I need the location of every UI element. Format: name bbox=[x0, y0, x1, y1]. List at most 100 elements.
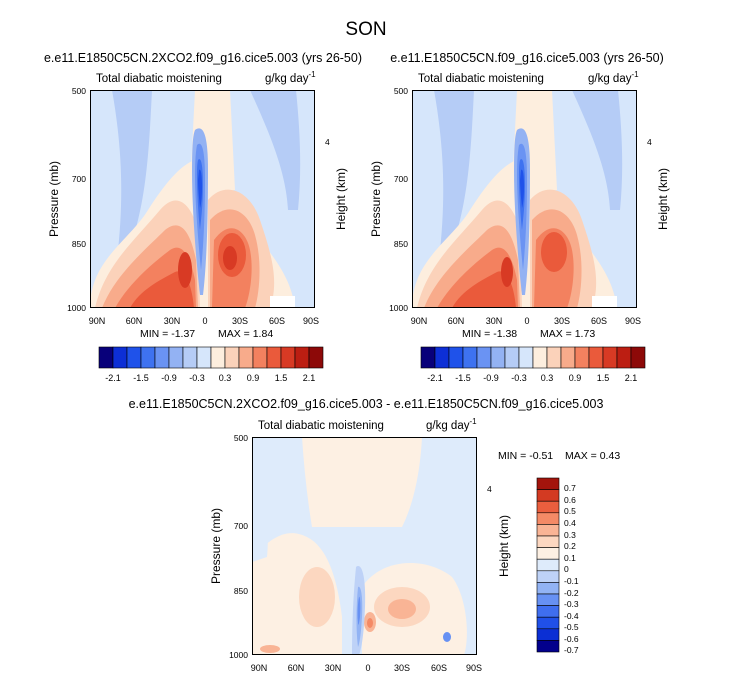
colorbar-swatch bbox=[536, 558, 560, 572]
panel-2xco2-plot bbox=[90, 90, 315, 308]
colorbar-label: -0.3 bbox=[564, 599, 579, 609]
x-tick-label: 30S bbox=[394, 663, 410, 673]
figure-title: SON bbox=[345, 19, 386, 40]
x-tick-label: 90N bbox=[411, 316, 428, 326]
colorbar-label: -0.6 bbox=[564, 634, 579, 644]
colorbar-swatch bbox=[504, 346, 520, 369]
panel-difference: e.e11.E1850C5CN.2XCO2.f09_g16.cice5.003 … bbox=[129, 397, 621, 673]
colorbar-swatch bbox=[280, 346, 296, 369]
x-tick-label: 60S bbox=[269, 316, 285, 326]
y-tick-label: 850 bbox=[394, 239, 408, 249]
panel-2xco2-field bbox=[90, 90, 315, 308]
y-tick-label: 850 bbox=[72, 239, 86, 249]
y-tick-label: 1000 bbox=[67, 303, 86, 313]
panel-control-plot bbox=[412, 90, 637, 308]
panel-difference-y-ticks: 500 700 850 1000 bbox=[229, 433, 248, 660]
field-left-orange bbox=[299, 567, 335, 627]
panel-control-subtitle: Total diabatic moistening bbox=[418, 73, 544, 85]
colorbar-swatch bbox=[112, 346, 128, 369]
colorbar-swatch bbox=[224, 346, 240, 369]
panel-2xco2-x-ticks: 90N 60N 30N 0 30S 60S 90S bbox=[89, 316, 319, 326]
panel-2xco2: e.e11.E1850C5CN.2XCO2.f09_g16.cice5.003 … bbox=[44, 51, 362, 383]
field-right-blue-lobe bbox=[572, 90, 623, 210]
panel-control-min: MIN = -1.38 bbox=[462, 328, 517, 340]
colorbar-swatch bbox=[536, 512, 560, 525]
colorbar-label: 0.6 bbox=[564, 495, 576, 505]
colorbar-label: 0.1 bbox=[564, 553, 576, 563]
panel-control-units: g/kg day-1 bbox=[588, 70, 639, 85]
x-tick-label: 60N bbox=[288, 663, 305, 673]
y-tick-label: 850 bbox=[234, 586, 248, 596]
panel-2xco2-subtitle: Total diabatic moistening bbox=[96, 73, 222, 85]
panel-2xco2-ylabel-right: Height (km) bbox=[334, 168, 348, 230]
x-tick-label: 30S bbox=[554, 316, 570, 326]
panel-control-colorbar-labels: -2.1 -1.5 -0.9 -0.3 0.3 0.9 1.5 2.1 bbox=[427, 373, 637, 383]
x-tick-label: 60N bbox=[448, 316, 465, 326]
x-tick-label: 30N bbox=[164, 316, 181, 326]
colorbar-label: 0.2 bbox=[564, 541, 576, 551]
y-tick-label: 1000 bbox=[389, 303, 408, 313]
panel-control: e.e11.E1850C5CN.f09_g16.cice5.003 (yrs 2… bbox=[369, 51, 670, 383]
x-tick-label: 0 bbox=[524, 316, 529, 326]
x-tick-label: 0 bbox=[365, 663, 370, 673]
panel-control-ylabel-right: Height (km) bbox=[656, 168, 670, 230]
panel-difference-title: e.e11.E1850C5CN.2XCO2.f09_g16.cice5.003 … bbox=[129, 397, 604, 411]
panel-control-x-ticks: 90N 60N 30N 0 30S 60S 90S bbox=[411, 316, 641, 326]
field-upper-warm-band bbox=[302, 437, 422, 527]
field-center-blue-4 bbox=[520, 169, 524, 208]
panel-2xco2-right-tick: 4 bbox=[325, 137, 330, 147]
field-center-orange-core bbox=[367, 618, 373, 628]
colorbar-label: 0.5 bbox=[564, 506, 576, 516]
colorbar-swatch bbox=[536, 500, 560, 514]
panel-difference-units: g/kg day-1 bbox=[426, 417, 477, 432]
colorbar-swatch bbox=[266, 346, 282, 369]
colorbar-swatch bbox=[252, 346, 268, 369]
panel-control-title: e.e11.E1850C5CN.f09_g16.cice5.003 (yrs 2… bbox=[390, 51, 664, 65]
colorbar-label: -0.3 bbox=[511, 373, 527, 383]
colorbar-swatch bbox=[536, 535, 560, 548]
colorbar-label: 2.1 bbox=[625, 373, 638, 383]
colorbar-swatch bbox=[490, 346, 506, 369]
colorbar-swatch bbox=[630, 346, 646, 369]
y-tick-label: 500 bbox=[72, 86, 86, 96]
colorbar-swatch bbox=[532, 346, 548, 369]
field-right-blue-lobe bbox=[250, 90, 301, 210]
panel-control-colorbar bbox=[420, 346, 646, 369]
field-left-orange-4 bbox=[452, 271, 516, 308]
field-right-blue-spot bbox=[443, 632, 451, 642]
x-tick-label: 90S bbox=[625, 316, 641, 326]
colorbar-label: -0.2 bbox=[564, 588, 579, 598]
colorbar-swatch bbox=[536, 524, 560, 537]
colorbar-label: 0.3 bbox=[219, 373, 232, 383]
colorbar-swatch bbox=[210, 346, 226, 369]
x-tick-label: 30N bbox=[486, 316, 503, 326]
colorbar-swatch bbox=[518, 346, 534, 369]
field-left-red-spot bbox=[260, 645, 280, 653]
colorbar-label: 1.5 bbox=[275, 373, 288, 383]
x-tick-label: 90S bbox=[466, 663, 482, 673]
colorbar-swatch bbox=[588, 346, 604, 369]
panel-difference-field bbox=[252, 437, 477, 655]
colorbar-label: 0.9 bbox=[247, 373, 260, 383]
panel-control-ylabel: Pressure (mb) bbox=[369, 161, 383, 237]
colorbar-swatch bbox=[602, 346, 618, 369]
panel-difference-colorbar-labels: 0.7 0.6 0.5 0.4 0.3 0.2 0.1 0 -0.1 -0.2 … bbox=[564, 483, 579, 655]
colorbar-label: -1.5 bbox=[133, 373, 149, 383]
colorbar-swatch bbox=[536, 477, 560, 490]
field-left-core bbox=[178, 252, 192, 288]
colorbar-swatch bbox=[182, 346, 198, 369]
x-tick-label: 90N bbox=[251, 663, 268, 673]
colorbar-swatch bbox=[536, 640, 560, 653]
x-tick-label: 90S bbox=[303, 316, 319, 326]
x-tick-label: 30N bbox=[325, 663, 342, 673]
x-tick-label: 60N bbox=[126, 316, 143, 326]
field-center-blue-4 bbox=[198, 169, 202, 208]
panel-control-y-ticks: 500 700 850 1000 bbox=[389, 86, 408, 313]
panel-control-field bbox=[412, 90, 637, 308]
colorbar-label: -0.7 bbox=[564, 645, 579, 655]
x-tick-label: 0 bbox=[202, 316, 207, 326]
colorbar-swatch bbox=[536, 628, 560, 641]
colorbar-label: 1.5 bbox=[597, 373, 610, 383]
panel-control-max: MAX = 1.73 bbox=[540, 328, 595, 340]
